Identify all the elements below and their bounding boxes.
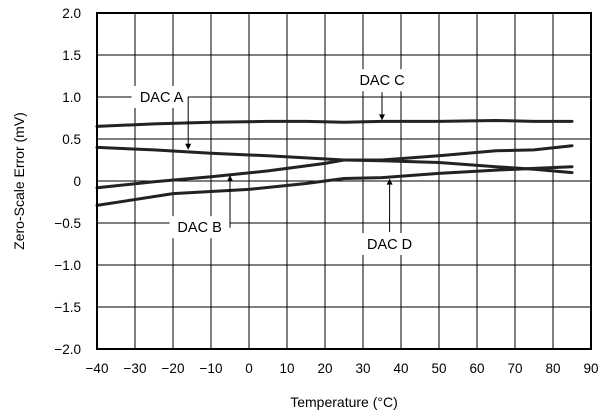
callout-dac-b: DAC B (169, 175, 233, 239)
series-layer (95, 119, 574, 207)
y-tick-label: −1.5 (54, 300, 81, 315)
x-tick-label: −20 (162, 361, 185, 376)
callout-label-bg (169, 216, 230, 239)
x-tick-label: 20 (317, 361, 332, 376)
callout-dac-c: DAC C (352, 69, 412, 121)
callouts: DAC A DAC B DAC C DAC D (131, 69, 420, 255)
y-tick-label: 0 (73, 174, 81, 189)
x-tick-label: 70 (507, 361, 522, 376)
callout-label-dac-c: DAC C (359, 73, 404, 89)
x-tick-label: −40 (86, 361, 109, 376)
y-axis-title: Zero-Scale Error (mV) (11, 112, 27, 250)
x-tick-label: 30 (355, 361, 370, 376)
callout-leader (187, 96, 192, 145)
x-tick-label: 60 (469, 361, 484, 376)
x-tick-label: −30 (124, 361, 147, 376)
x-tick-label: 50 (431, 361, 446, 376)
y-tick-label: 2.0 (62, 6, 81, 21)
x-tick-label: 80 (545, 361, 560, 376)
callout-arrowhead (386, 178, 393, 185)
x-tick-label: −10 (200, 361, 223, 376)
callout-label-bg (352, 69, 412, 92)
callout-label-bg (359, 233, 420, 255)
y-tick-label: −1.0 (54, 258, 81, 273)
y-tick-label: −0.5 (54, 216, 81, 231)
y-tick-label: 1.5 (62, 48, 81, 63)
x-tick-label: 0 (245, 361, 253, 376)
callout-label-dac-b: DAC B (177, 220, 221, 236)
series-line-dac-c (95, 119, 574, 128)
x-tick-label: 40 (393, 361, 408, 376)
callout-arrowhead (379, 114, 385, 121)
series-line-dac-d (95, 165, 574, 207)
callout-dac-a: DAC A (131, 86, 192, 150)
plot-frame (96, 12, 592, 350)
y-tick-label: 1.0 (62, 90, 81, 105)
callout-arrowhead (227, 175, 233, 182)
x-tick-label: 10 (279, 361, 294, 376)
y-tick-label: 0.5 (62, 132, 81, 147)
callout-label-dac-d: DAC D (367, 237, 412, 253)
tick-labels: −40 −30 −20 −10 0 10 20 30 40 50 60 70 80 90 2.0 1.5 1.0… (54, 6, 598, 376)
x-axis-title: Temperature (°C) (290, 394, 398, 410)
y-tick-label: −2.0 (54, 342, 81, 357)
callout-dac-d: DAC D (359, 178, 420, 255)
callout-label-dac-a: DAC A (140, 90, 184, 106)
series-line-dac-b (95, 144, 574, 190)
callout-arrowhead (185, 143, 192, 150)
x-tick-label: 90 (583, 361, 598, 376)
callout-label-bg (131, 86, 192, 108)
